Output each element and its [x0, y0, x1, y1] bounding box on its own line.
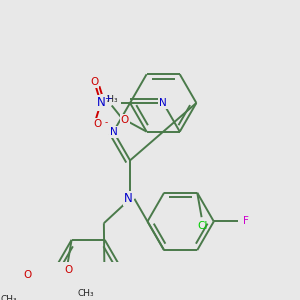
Text: N: N: [159, 98, 167, 108]
Text: O: O: [23, 270, 31, 280]
Text: F: F: [243, 217, 249, 226]
Text: N: N: [124, 192, 133, 205]
Text: CH₃: CH₃: [102, 95, 118, 104]
Text: N: N: [97, 97, 106, 110]
Text: CH₃: CH₃: [1, 296, 17, 300]
Text: O: O: [121, 115, 129, 125]
Text: O: O: [65, 266, 73, 275]
Text: -: -: [105, 118, 108, 127]
Text: O: O: [94, 119, 102, 129]
Text: +: +: [104, 94, 112, 103]
Text: CH₃: CH₃: [77, 289, 94, 298]
Text: N: N: [110, 127, 117, 137]
Text: O: O: [90, 77, 98, 87]
Text: Cl: Cl: [197, 221, 208, 231]
